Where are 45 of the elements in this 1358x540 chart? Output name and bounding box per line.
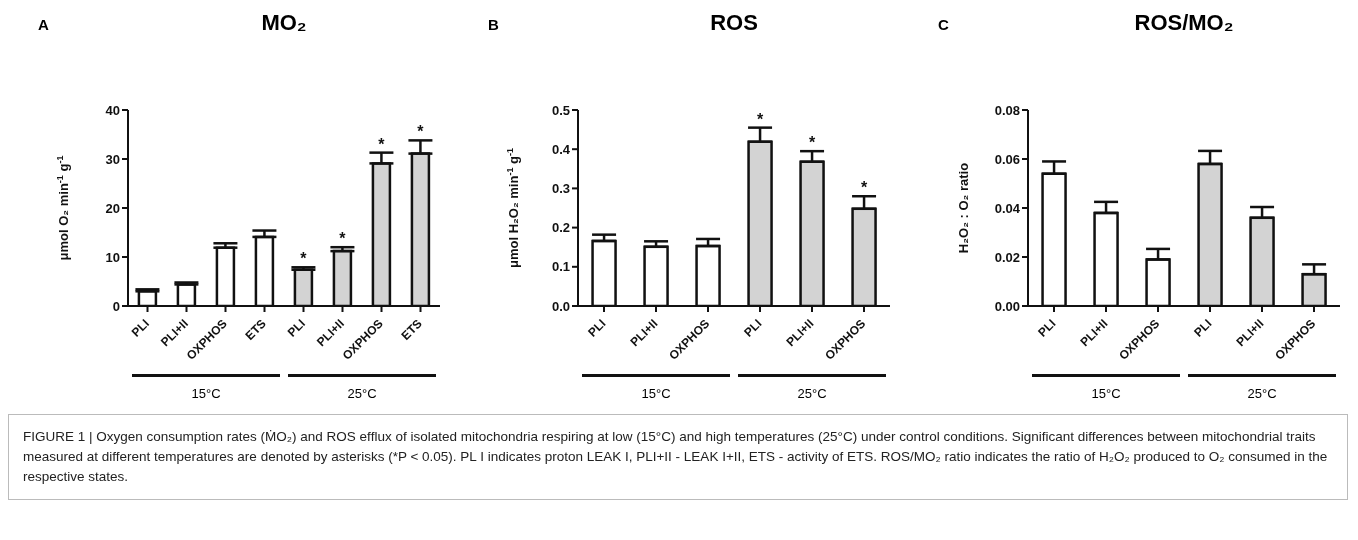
y-tick-label: 0.06 [994, 151, 1020, 167]
data-label: * [860, 179, 868, 197]
text: 15°C [190, 386, 222, 401]
caption: FIGURE 1 | Oxygen consumption rates (ṀO₂) and ROS efflux of isolated mitochondria respiring at low (15°C) and high temperatures (25°C) under control conditions. Significant differences between mitochondrial traits measured at different temperatures are denoted by asterisks (*P < 0.05). PL I indicates proton LEAK I, PLI+II - LEAK I+II, ETS - activity of ETS. ROS/MO₂ ratio indicates the ratio of H₂O₂ produced to O₂ consumed in the respective states. [23, 428, 1329, 486]
x-tick-label: ETS [398, 316, 425, 343]
text: A [38, 16, 49, 33]
data-label: * [808, 134, 816, 152]
text: 25°C [796, 386, 828, 401]
y-tick-label: 0.0 [551, 298, 570, 314]
y-tick-label: 0.3 [551, 181, 570, 197]
y-tick-label: 40 [105, 102, 120, 118]
y-tick-label: 30 [105, 151, 120, 167]
x-tick-label: PLI [284, 316, 308, 340]
y-tick-label: 0 [112, 298, 120, 314]
y-tick-label: 0.00 [994, 298, 1020, 314]
chart-title: MO₂ [260, 10, 308, 36]
chart-title: ROS/MO₂ [1133, 10, 1235, 36]
text: 15°C [640, 386, 672, 401]
x-tick-label: PLI [741, 316, 765, 340]
x-tick-label: PLI [1035, 316, 1059, 340]
y-tick-label: 0.4 [551, 141, 571, 157]
x-tick-label: PLI [1191, 316, 1215, 340]
chart-title: ROS [709, 10, 759, 36]
x-tick-label: PLI [128, 316, 152, 340]
text: 25°C [346, 386, 378, 401]
y-tick-label: 0.5 [551, 102, 570, 118]
data-label: * [417, 123, 425, 141]
text: 25°C [1246, 386, 1278, 401]
data-label: * [378, 135, 386, 153]
y-tick-label: 20 [105, 200, 120, 216]
text: C [938, 16, 949, 33]
y-tick-label: 0.1 [551, 259, 570, 275]
data-label: * [756, 110, 764, 128]
text: 15°C [1090, 386, 1122, 401]
x-tick-label: ETS [242, 316, 269, 343]
y-tick-label: 0.04 [994, 200, 1021, 216]
y-axis-title: H₂O₂ : O₂ ratio [956, 162, 971, 254]
y-tick-label: 0.02 [994, 249, 1020, 265]
text: B [488, 16, 499, 33]
data-label: * [339, 230, 347, 248]
x-tick-label: PLI [585, 316, 609, 340]
y-tick-label: 0.08 [994, 102, 1020, 118]
y-tick-label: 0.2 [551, 220, 570, 236]
y-tick-label: 10 [105, 249, 120, 265]
data-label: * [300, 250, 308, 268]
